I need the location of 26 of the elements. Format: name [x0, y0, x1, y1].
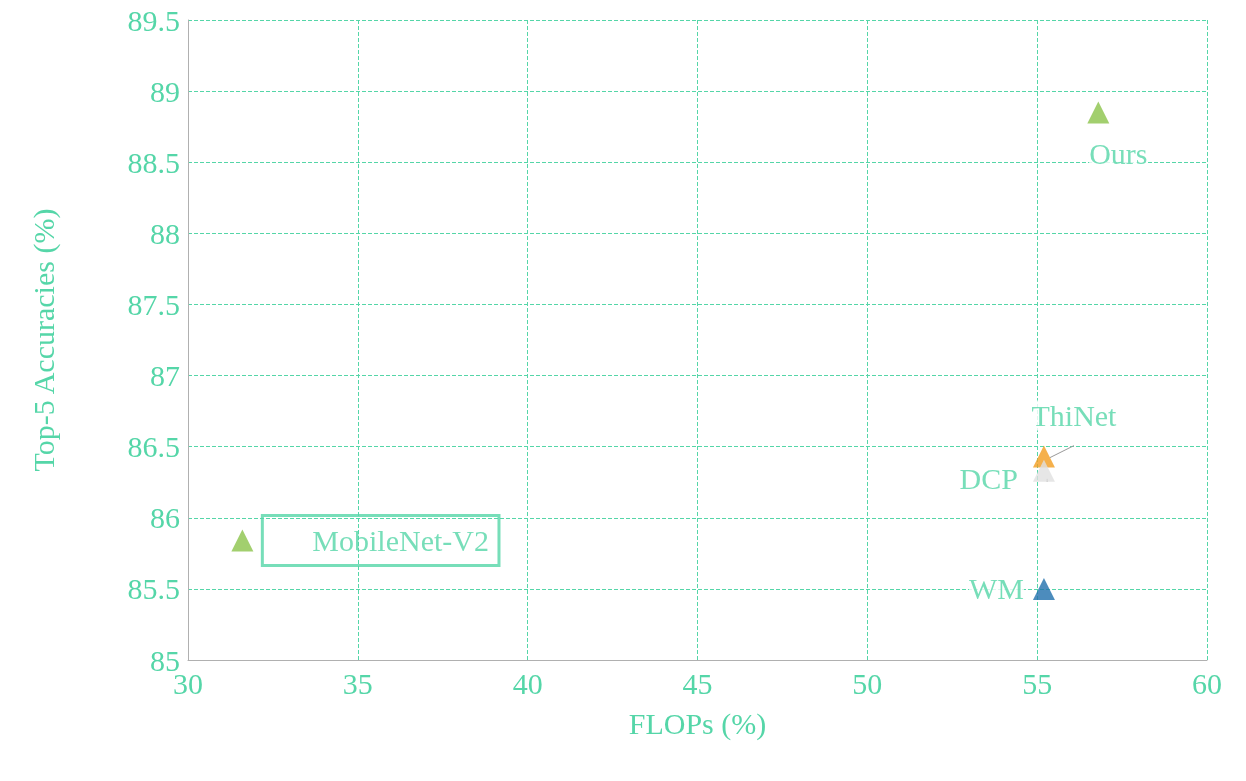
series-label: DCP: [959, 462, 1018, 496]
y-tick-label: 89.5: [127, 3, 180, 37]
point: [1087, 101, 1110, 124]
series-label: Ours: [1089, 136, 1148, 170]
point: [231, 529, 254, 552]
x-tick-label: 45: [682, 666, 713, 700]
y-tick-label: 89: [150, 74, 180, 108]
series-label: MobileNet-V2: [312, 524, 489, 558]
y-tick-label: 88.5: [127, 145, 180, 179]
x-tick-label: 60: [1192, 666, 1222, 700]
y-tick-label: 87.5: [127, 287, 180, 321]
point: [1032, 577, 1055, 600]
x-tick-label: 40: [512, 666, 543, 700]
y-tick-label: 87: [150, 359, 180, 393]
y-tick-label: 88: [150, 216, 180, 250]
y-axis-title: Top-5 Accuracies (%): [26, 208, 61, 472]
x-tick-label: 35: [342, 666, 373, 700]
point: [1032, 459, 1055, 482]
y-tick-label: 85.5: [127, 572, 180, 606]
series-label: ThiNet: [1031, 399, 1118, 433]
x-tick-label: 55: [1022, 666, 1053, 700]
series-label: WM: [968, 572, 1024, 606]
x-tick-label: 50: [852, 666, 883, 700]
y-tick-label: 86.5: [127, 430, 180, 464]
y-tick-label: 86: [150, 501, 180, 535]
x-axis-title: FLOPs (%): [628, 706, 767, 741]
